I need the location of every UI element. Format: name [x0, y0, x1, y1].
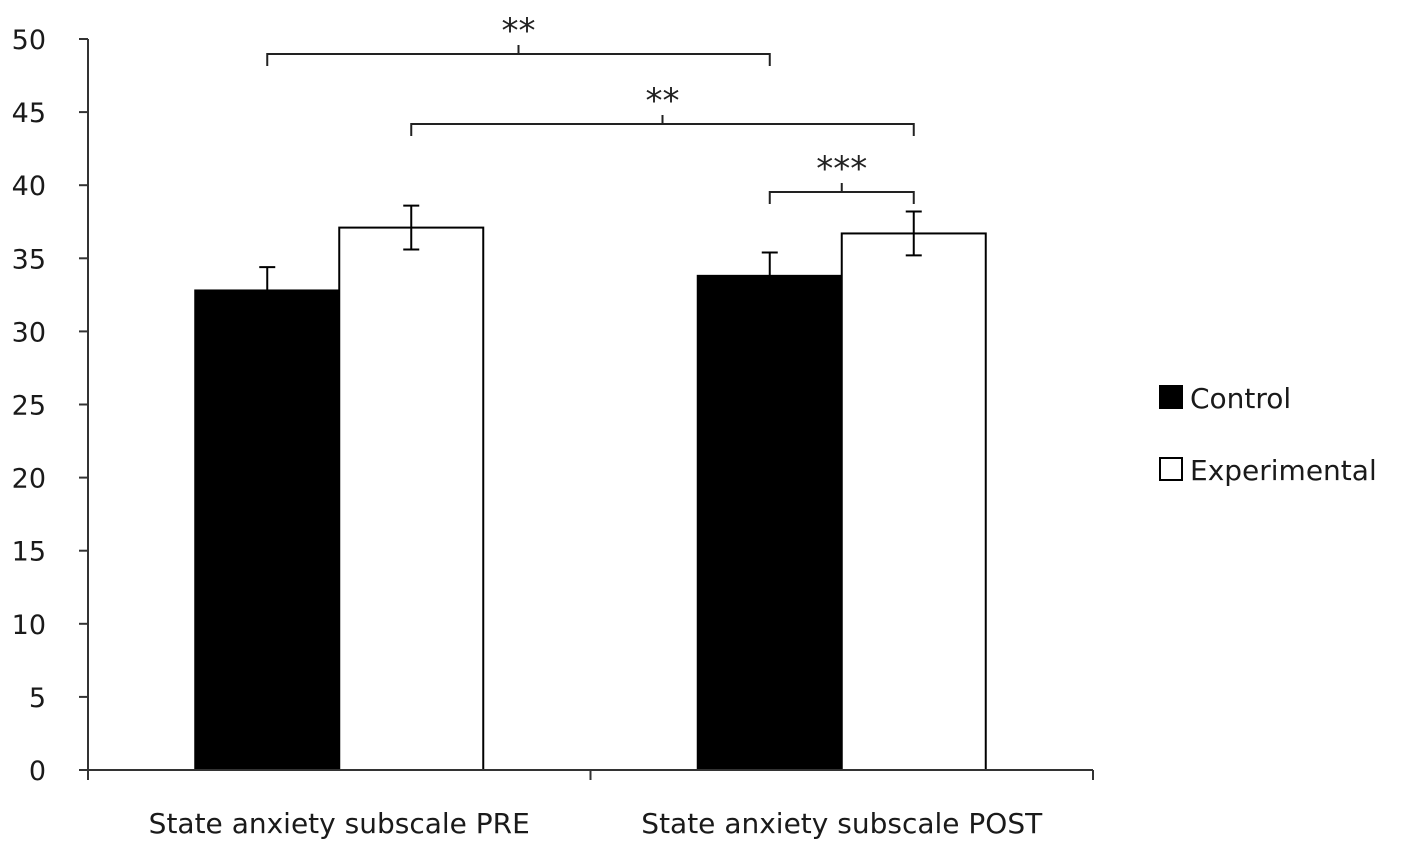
y-axis: 0 5 10 15 20 25 30 35 40 45 50 [12, 25, 89, 787]
legend-swatch [1159, 385, 1183, 409]
y-tick-label: 10 [12, 610, 46, 641]
significance-label: *** [816, 149, 867, 189]
significance-label: ** [502, 11, 536, 51]
y-tick-label: 0 [29, 756, 46, 787]
y-tick-label: 15 [12, 537, 46, 568]
x-axis: State anxiety subscale PRE State anxiety … [87, 769, 1094, 840]
legend-swatch [1159, 457, 1183, 481]
y-tick-label: 50 [12, 25, 46, 56]
significance-brackets: ******* [266, 11, 915, 204]
y-tick-label: 35 [12, 244, 46, 275]
significance-bracket [768, 183, 915, 204]
bar [840, 232, 987, 772]
error-bars [259, 204, 922, 315]
significance-bracket [410, 115, 915, 136]
y-tick-label: 30 [12, 317, 46, 348]
significance-bracket [266, 45, 771, 66]
legend-label: Control [1190, 382, 1291, 415]
significance-label: ** [646, 81, 680, 121]
y-tick-label: 40 [12, 171, 46, 202]
y-tick-label: 5 [29, 683, 46, 714]
bar [696, 274, 843, 771]
bars [194, 226, 987, 772]
y-tick-label: 25 [12, 391, 46, 422]
legend-label: Experimental [1190, 454, 1377, 487]
legend: Control Experimental [1159, 382, 1377, 487]
bar [338, 226, 485, 771]
category-label: State anxiety subscale PRE [149, 807, 530, 840]
category-label: State anxiety subscale POST [641, 807, 1043, 840]
y-tick-label: 45 [12, 98, 46, 129]
bar [194, 289, 341, 771]
y-tick-label: 20 [12, 464, 46, 495]
